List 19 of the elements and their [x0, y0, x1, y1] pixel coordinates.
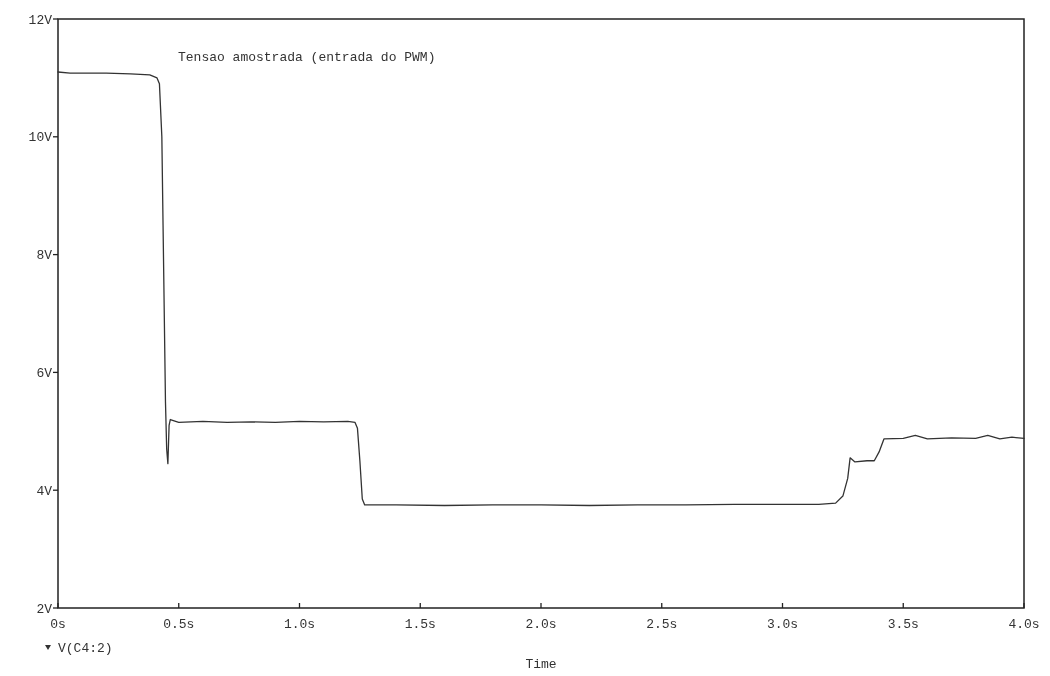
x-tick-label: 3.0s	[766, 617, 799, 632]
y-tick-label: 6V	[36, 365, 53, 381]
x-tick-label: 4.0s	[1008, 617, 1040, 632]
y-tick-label: 4V	[36, 483, 53, 499]
x-tick-label: 1.0s	[283, 617, 316, 632]
y-tick-label: 2V	[36, 601, 53, 617]
x-tick-label: 2.5s	[646, 617, 678, 632]
x-axis-title: Time	[525, 657, 557, 672]
x-tick-label: 1.5s	[404, 617, 436, 632]
x-tick-label: 3.5s	[887, 617, 919, 632]
x-tick-label: 2.0s	[525, 617, 557, 632]
y-tick-label: 8V	[36, 248, 53, 264]
line-series	[57, 71, 1025, 507]
x-tick-label: 0s	[50, 617, 66, 632]
y-tick-label: 10V	[28, 130, 53, 146]
x-tick-label: 0.5s	[163, 617, 195, 632]
annotation: Tensao amostrada (entrada do PWM)	[178, 50, 436, 65]
legend-label: V(C4:2)	[58, 641, 113, 656]
y-tick-label: 12V	[28, 12, 53, 28]
